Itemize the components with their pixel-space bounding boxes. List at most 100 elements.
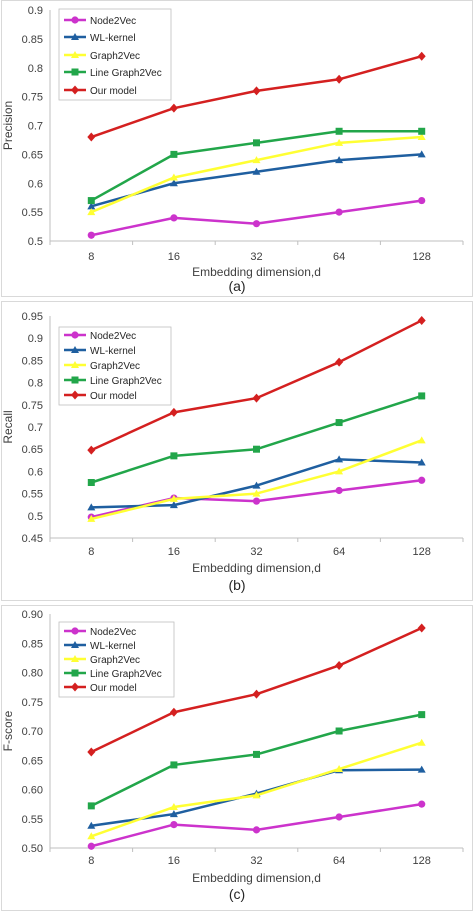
data-point <box>87 445 96 455</box>
data-point <box>418 711 426 719</box>
y-tick-label: 0.7 <box>28 121 43 133</box>
legend-swatch-marker <box>71 85 79 95</box>
y-tick-label: 0.5 <box>28 511 43 523</box>
data-point <box>252 497 261 505</box>
data-point <box>170 452 178 460</box>
data-point <box>252 86 261 96</box>
data-point <box>87 514 96 522</box>
data-point <box>87 802 95 810</box>
data-point <box>169 803 178 811</box>
data-point <box>170 150 178 158</box>
y-tick-label: 0.65 <box>22 444 43 456</box>
legend-label: Line Graph2Vec <box>90 376 162 387</box>
series-node2vec <box>87 800 426 850</box>
data-point <box>335 127 343 135</box>
y-axis-title: Recall <box>1 410 15 443</box>
legend-swatch-marker <box>71 346 79 353</box>
data-point <box>417 765 426 773</box>
legend: Node2Vec WL-kernel Graph2Vec Line Graph2Vec… <box>58 8 172 101</box>
legend-swatch-marker <box>71 641 79 648</box>
y-tick-label: 0.65 <box>22 149 43 161</box>
series-line-graph2vec <box>87 711 426 810</box>
y-tick-label: 0.65 <box>22 755 43 767</box>
legend-label: Our model <box>90 86 137 97</box>
data-point <box>87 821 96 829</box>
y-tick-label: 0.75 <box>22 92 43 104</box>
y-tick-label: 0.8 <box>28 63 43 75</box>
data-point <box>169 494 178 502</box>
y-axis-title: Precision <box>1 101 15 150</box>
legend: Node2Vec WL-kernel Graph2Vec Line Graph2Vec… <box>58 326 172 406</box>
x-tick-label: 64 <box>333 546 345 558</box>
x-axis-title: Embedding dimension,d <box>192 561 321 575</box>
legend-label: Graph2Vec <box>90 361 140 372</box>
legend-swatch-marker <box>71 655 79 662</box>
series-our-model <box>87 51 426 142</box>
data-point <box>335 660 344 670</box>
series-wl-kernel <box>87 150 426 210</box>
legend-item: Graph2Vec <box>64 51 140 62</box>
x-tick-label: 32 <box>250 855 262 867</box>
data-point <box>335 765 344 773</box>
data-point <box>87 842 95 850</box>
x-tick-label: 32 <box>250 546 262 558</box>
legend-label: WL-kernel <box>90 641 136 652</box>
data-point <box>335 138 344 146</box>
legend-label: Node2Vec <box>90 331 136 342</box>
legend-item: WL-kernel <box>64 33 136 44</box>
y-tick-label: 0.70 <box>22 726 43 738</box>
data-point <box>418 800 426 808</box>
panel-label: (b) <box>228 577 245 593</box>
series-graph2vec <box>87 738 426 840</box>
y-tick-label: 0.60 <box>22 785 43 797</box>
series-line-graph2vec <box>87 392 426 486</box>
data-point <box>169 173 178 181</box>
data-point <box>87 202 96 210</box>
y-tick-label: 0.55 <box>22 489 43 501</box>
data-point <box>253 750 260 758</box>
legend-label: Line Graph2Vec <box>90 669 162 680</box>
y-tick-label: 0.55 <box>22 814 43 826</box>
y-tick-label: 0.6 <box>28 466 43 478</box>
x-tick-label: 32 <box>250 251 262 263</box>
data-point <box>253 139 260 147</box>
legend-label: Our model <box>90 683 137 694</box>
y-tick-label: 0.7 <box>28 422 43 434</box>
legend-swatch-marker <box>71 16 79 24</box>
x-tick-label: 64 <box>333 855 345 867</box>
series-graph2vec <box>87 436 426 522</box>
x-axis-title: Embedding dimension,d <box>192 265 321 279</box>
y-tick-label: 0.90 <box>22 609 43 621</box>
data-point <box>252 689 261 699</box>
series-our-model <box>87 623 426 757</box>
data-point <box>169 501 178 509</box>
data-point <box>253 445 260 453</box>
x-tick-label: 16 <box>168 251 180 263</box>
legend-label: Node2Vec <box>90 16 136 27</box>
legend-item: Node2Vec <box>64 627 136 638</box>
legend-label: WL-kernel <box>90 346 136 357</box>
data-point <box>87 231 95 239</box>
y-tick-label: 0.75 <box>22 697 43 709</box>
x-tick-label: 16 <box>168 855 180 867</box>
legend-label: Node2Vec <box>90 627 136 638</box>
legend-item: Our model <box>64 85 137 97</box>
y-tick-label: 0.9 <box>28 333 43 345</box>
series-graph2vec <box>87 133 426 216</box>
data-point <box>335 727 343 735</box>
y-tick-label: 0.5 <box>28 236 43 248</box>
legend-swatch-marker <box>71 682 79 692</box>
data-point <box>417 623 426 633</box>
data-point <box>335 74 344 84</box>
x-tick-label: 8 <box>88 251 94 263</box>
data-point <box>87 197 95 205</box>
data-point <box>87 132 96 142</box>
panel-label: (a) <box>228 278 245 294</box>
y-tick-label: 0.50 <box>22 843 43 855</box>
legend-swatch-marker <box>71 376 79 384</box>
y-tick-label: 0.85 <box>22 34 43 46</box>
legend-item: Line Graph2Vec <box>64 68 162 79</box>
data-point <box>252 393 261 403</box>
chart-panel-1: 0.5 0.55 0.6 0.65 0.7 0.75 0.8 0.85 0.9 8 16 32 64 12… <box>1 0 473 297</box>
